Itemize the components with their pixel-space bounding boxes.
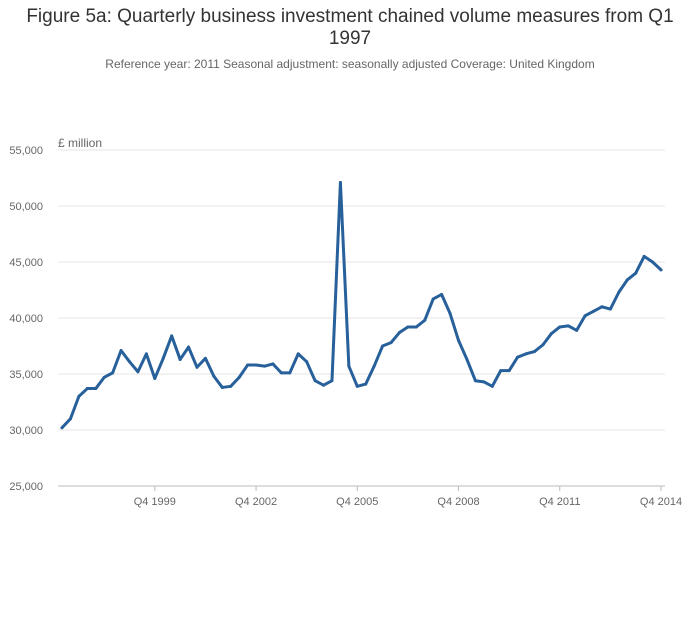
data-point	[457, 338, 461, 342]
data-point	[440, 292, 444, 296]
y-tick-label: 50,000	[9, 201, 43, 213]
data-point	[583, 314, 587, 318]
data-point	[608, 307, 612, 311]
x-axis: Q4 1999 Q4 2002 Q4 2005 Q4 2008 Q4 2011 Q4 20…	[134, 486, 682, 508]
data-point	[77, 394, 81, 398]
data-point	[68, 417, 72, 421]
y-tick-label: 40,000	[9, 313, 43, 325]
x-tick-label: Q4 2014	[640, 496, 682, 508]
data-point	[532, 350, 536, 354]
y-tick-label: 55,000	[9, 145, 43, 157]
data-point	[592, 309, 596, 313]
data-point	[482, 380, 486, 384]
data-point	[212, 374, 216, 378]
data-point	[203, 356, 207, 360]
data-point	[625, 278, 629, 282]
data-point	[279, 371, 283, 375]
chart-subtitle: Reference year: 2011 Seasonal adjustment…	[105, 57, 595, 71]
data-point	[642, 254, 646, 258]
data-point	[322, 383, 326, 387]
data-point	[473, 379, 477, 383]
data-point	[423, 318, 427, 322]
data-point	[85, 387, 89, 391]
data-point	[153, 376, 157, 380]
data-point	[524, 352, 528, 356]
data-point	[507, 369, 511, 373]
y-tick-label: 35,000	[9, 369, 43, 381]
data-point	[237, 375, 241, 379]
data-point	[195, 365, 199, 369]
data-point	[372, 364, 376, 368]
data-points	[60, 180, 663, 430]
data-point	[94, 387, 98, 391]
data-point	[397, 331, 401, 335]
gridlines	[58, 149, 665, 431]
series-line	[60, 180, 663, 430]
data-point	[575, 328, 579, 332]
data-point	[465, 357, 469, 361]
y-tick-label: 45,000	[9, 257, 43, 269]
data-point	[566, 324, 570, 328]
data-point	[313, 379, 317, 383]
data-point	[111, 371, 115, 375]
y-axis-unit-label: £ million	[58, 136, 102, 150]
data-point	[558, 325, 562, 329]
data-point	[229, 384, 233, 388]
x-tick-label: Q4 2005	[336, 496, 378, 508]
data-point	[288, 371, 292, 375]
data-point	[355, 384, 359, 388]
data-point	[541, 343, 545, 347]
data-point	[659, 268, 663, 272]
data-point	[102, 375, 106, 379]
data-point	[178, 357, 182, 361]
data-point	[187, 345, 191, 349]
data-point	[516, 355, 520, 359]
data-point	[119, 348, 123, 352]
data-point	[364, 382, 368, 386]
x-tick-label: Q4 2002	[235, 496, 277, 508]
data-point	[60, 426, 64, 430]
data-point	[305, 360, 309, 364]
data-point	[431, 297, 435, 301]
data-point	[414, 325, 418, 329]
data-point	[296, 352, 300, 356]
data-point	[617, 290, 621, 294]
data-point	[381, 344, 385, 348]
data-point	[406, 325, 410, 329]
data-point	[330, 379, 334, 383]
x-tick-label: Q4 1999	[134, 496, 176, 508]
data-point	[549, 332, 553, 336]
data-point	[338, 180, 342, 184]
data-point	[499, 369, 503, 373]
data-point	[170, 334, 174, 338]
data-point	[246, 363, 250, 367]
data-point	[347, 364, 351, 368]
data-point	[220, 385, 224, 389]
data-point	[144, 352, 148, 356]
data-point	[634, 271, 638, 275]
data-point	[389, 341, 393, 345]
data-point	[136, 370, 140, 374]
y-tick-label: 30,000	[9, 425, 43, 437]
data-point	[448, 312, 452, 316]
data-point	[161, 356, 165, 360]
data-point	[490, 384, 494, 388]
chart-title: Figure 5a: Quarterly business investment…	[26, 6, 674, 49]
y-axis: 25,000 30,000 35,000 40,000 45,000 50,000 55,0…	[9, 145, 43, 493]
x-tick-label: Q4 2011	[539, 496, 580, 508]
data-point	[651, 260, 655, 264]
x-tick-label: Q4 2008	[437, 496, 479, 508]
data-point	[262, 364, 266, 368]
data-point	[271, 362, 275, 366]
data-point	[600, 305, 604, 309]
data-point	[254, 363, 258, 367]
data-point	[127, 360, 131, 364]
y-tick-label: 25,000	[9, 481, 43, 493]
